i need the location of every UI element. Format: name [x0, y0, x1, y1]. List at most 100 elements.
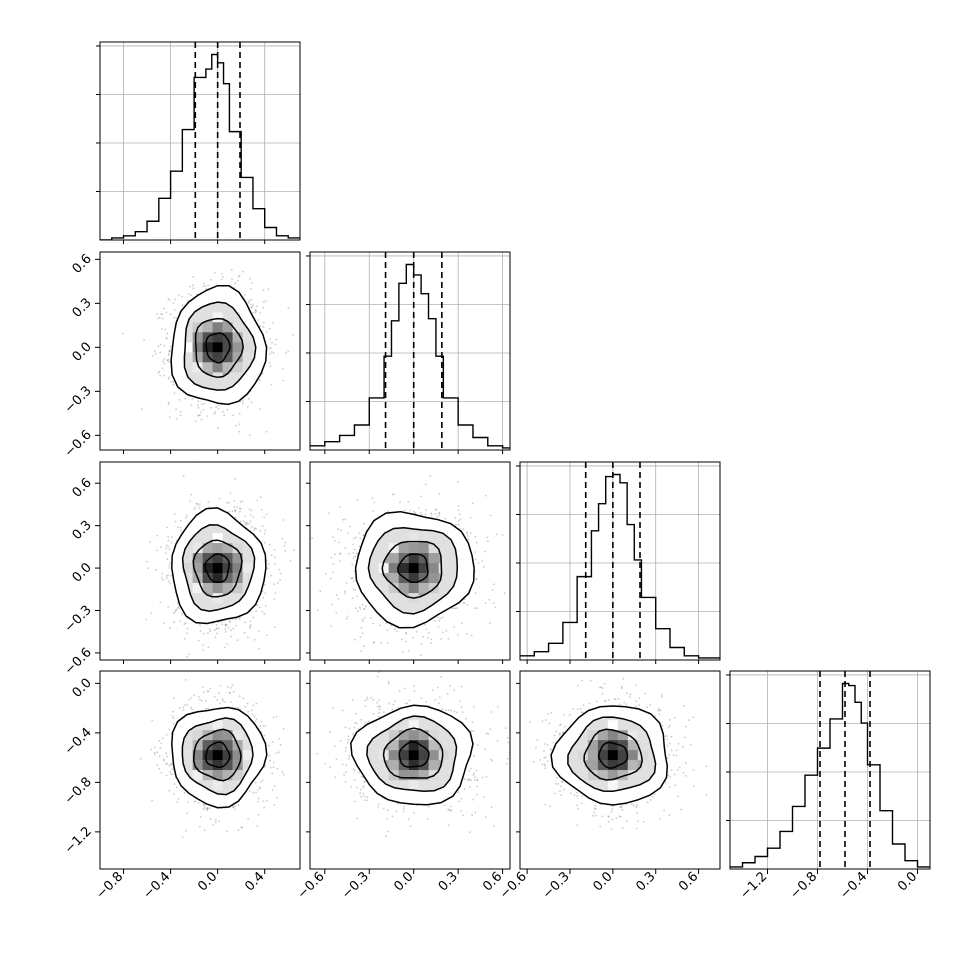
scatter-point	[170, 771, 172, 773]
scatter-point	[187, 628, 189, 630]
scatter-point	[222, 276, 224, 278]
scatter-point	[474, 607, 476, 609]
scatter-point	[207, 285, 209, 287]
scatter-point	[362, 632, 364, 634]
scatter-point	[359, 538, 361, 540]
scatter-point	[259, 379, 261, 381]
scatter-point	[229, 621, 231, 623]
scatter-point	[170, 542, 172, 544]
scatter-point	[372, 510, 374, 512]
scatter-point	[201, 403, 203, 405]
scatter-point	[258, 630, 260, 632]
scatter-point	[150, 612, 152, 614]
scatter-point	[380, 642, 382, 644]
scatter-point	[222, 411, 224, 413]
scatter-point	[463, 602, 465, 604]
scatter-point	[198, 415, 200, 417]
scatter-point	[361, 627, 363, 629]
scatter-point	[166, 575, 168, 577]
density-cell	[429, 573, 439, 583]
scatter-point	[214, 696, 216, 698]
scatter-point	[268, 288, 270, 290]
scatter-point	[168, 354, 170, 356]
scatter-point	[264, 533, 266, 535]
scatter-point	[334, 540, 336, 542]
scatter-point	[338, 542, 340, 544]
scatter-point	[365, 605, 367, 607]
scatter-point	[489, 623, 491, 625]
scatter-point	[165, 548, 167, 550]
scatter-point	[249, 508, 251, 510]
scatter-point	[355, 607, 357, 609]
scatter-point	[197, 400, 199, 402]
scatter-point	[354, 549, 356, 551]
scatter-point	[262, 611, 264, 613]
scatter-point	[164, 345, 166, 347]
histogram-step-3	[730, 684, 930, 867]
scatter-point	[214, 629, 216, 631]
scatter-point	[425, 484, 427, 486]
scatter-point	[466, 533, 468, 535]
scatter-point	[273, 352, 275, 354]
scatter-point	[225, 631, 227, 633]
density-cell	[233, 342, 243, 352]
scatter-point	[466, 531, 468, 533]
scatter-point	[252, 312, 254, 314]
density-cell	[409, 543, 419, 553]
scatter-point	[175, 521, 177, 523]
density-panel-0-2	[145, 461, 295, 662]
scatter-point	[410, 509, 412, 511]
scatter-point	[259, 325, 261, 327]
scatter-point	[490, 515, 492, 517]
scatter-point	[344, 592, 346, 594]
scatter-point	[166, 558, 168, 560]
scatter-point	[162, 579, 164, 581]
scatter-point	[359, 608, 361, 610]
scatter-point	[431, 514, 433, 516]
scatter-point	[188, 653, 190, 655]
scatter-point	[171, 536, 173, 538]
scatter-point	[217, 427, 219, 429]
scatter-point	[186, 515, 188, 517]
density-cell	[213, 362, 223, 372]
scatter-point	[271, 342, 273, 344]
scatter-point	[173, 317, 175, 319]
scatter-point	[259, 312, 261, 314]
scatter-point	[407, 501, 409, 503]
scatter-point	[439, 512, 441, 514]
scatter-point	[166, 333, 168, 335]
scatter-point	[488, 599, 490, 601]
histogram-panel-3	[730, 671, 930, 869]
scatter-point	[466, 604, 468, 606]
scatter-point	[271, 351, 273, 353]
scatter-point	[163, 308, 165, 310]
scatter-point	[408, 650, 410, 652]
density-cell	[213, 593, 223, 603]
scatter-point	[440, 638, 442, 640]
scatter-point	[224, 628, 226, 630]
scatter-point	[232, 510, 234, 512]
scatter-point	[169, 349, 171, 351]
scatter-point	[431, 639, 433, 641]
scatter-point	[249, 278, 251, 280]
scatter-point	[166, 359, 168, 361]
scatter-point	[271, 384, 273, 386]
scatter-point	[273, 583, 275, 585]
scatter-point	[170, 346, 172, 348]
scatter-point	[174, 783, 176, 785]
scatter-point	[208, 646, 210, 648]
scatter-point	[169, 583, 171, 585]
scatter-point	[262, 289, 264, 291]
scatter-point	[203, 633, 205, 635]
scatter-point	[252, 304, 254, 306]
scatter-point	[251, 306, 253, 308]
scatter-point	[284, 550, 286, 552]
scatter-point	[420, 496, 422, 498]
scatter-point	[156, 550, 158, 552]
scatter-point	[357, 499, 359, 501]
density-cell	[223, 362, 233, 372]
scatter-point	[184, 792, 186, 794]
scatter-point	[250, 624, 252, 626]
scatter-point	[292, 334, 294, 336]
